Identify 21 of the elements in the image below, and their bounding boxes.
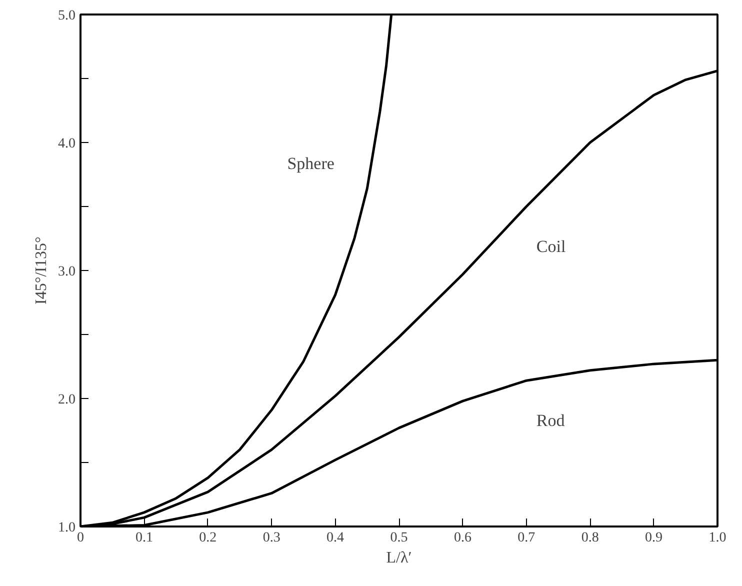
y-tick-label: 1.0 [58,520,76,536]
x-tick-label: 0.6 [454,530,472,546]
text: Sphere [287,154,334,173]
x-tick-label: 0.8 [581,530,599,546]
x-tick-label: 1.0 [708,530,726,546]
x-tick-label: 0.1 [135,530,153,546]
y-tick-label: 4.0 [58,136,76,152]
x-axis-title: L/λ′ [386,550,412,566]
x-tick-label: 0 [77,530,84,546]
y-axis-title: I45°/I135° [33,236,50,304]
series-label: Rod [536,411,566,430]
x-tick-label: 0.2 [199,530,217,546]
x-tick-label: 0.9 [645,530,663,546]
y-tick-label: 3.0 [58,264,76,280]
y-tick-label: 2.0 [58,392,76,408]
series-label: Coil [536,237,566,256]
x-tick-label: 0.3 [262,530,280,546]
x-tick-label: 0.5 [390,530,408,546]
x-tick-label: 0.4 [326,530,344,546]
y-tick-label: 5.0 [58,8,76,24]
x-tick-label: 0.7 [518,530,536,546]
